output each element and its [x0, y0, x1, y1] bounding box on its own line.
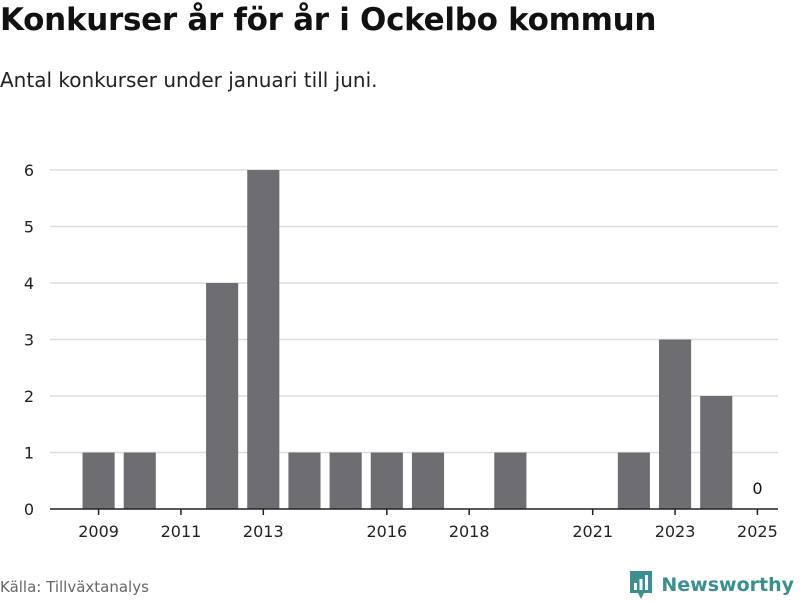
bar-2022: [617, 452, 650, 509]
x-tick-label-2011: 2011: [161, 522, 202, 541]
newsworthy-logo-icon: [630, 571, 653, 599]
chart-title: Konkurser år för år i Ockelbo kommun: [0, 2, 657, 38]
chart-subtitle: Antal konkurser under januari till juni.: [0, 68, 378, 92]
x-tick-label-2025: 2025: [737, 522, 778, 541]
bar-2014: [288, 452, 321, 509]
bar-2023: [659, 339, 692, 509]
x-tick-label-2009: 2009: [78, 522, 119, 541]
bar-2019: [494, 452, 527, 509]
y-tick-label-0: 0: [24, 500, 34, 519]
x-tick-label-2013: 2013: [243, 522, 284, 541]
brand-name: Newsworthy: [661, 574, 794, 596]
y-tick-label-5: 5: [24, 218, 34, 237]
bar-2024: [700, 396, 733, 509]
y-tick-label-1: 1: [24, 444, 34, 463]
bar-2017: [411, 452, 445, 509]
bar-2010: [123, 452, 156, 509]
brand-logo: Newsworthy: [629, 569, 794, 601]
y-tick-label-2: 2: [24, 387, 34, 406]
data-label-2025: 0: [752, 479, 762, 498]
bar-2016: [370, 452, 403, 509]
y-tick-label-6: 6: [24, 161, 34, 180]
y-tick-label-3: 3: [24, 331, 34, 350]
x-tick-label-2021: 2021: [572, 522, 613, 541]
bar-2009: [82, 452, 115, 509]
bar-2012: [206, 283, 239, 509]
source-note: Källa: Tillväxtanalys: [0, 578, 149, 596]
x-tick-label-2018: 2018: [449, 522, 490, 541]
x-tick-label-2016: 2016: [366, 522, 407, 541]
y-tick-label-4: 4: [24, 274, 34, 293]
bar-2013: [247, 170, 280, 509]
bar-2015: [329, 452, 362, 509]
x-tick-label-2023: 2023: [655, 522, 696, 541]
